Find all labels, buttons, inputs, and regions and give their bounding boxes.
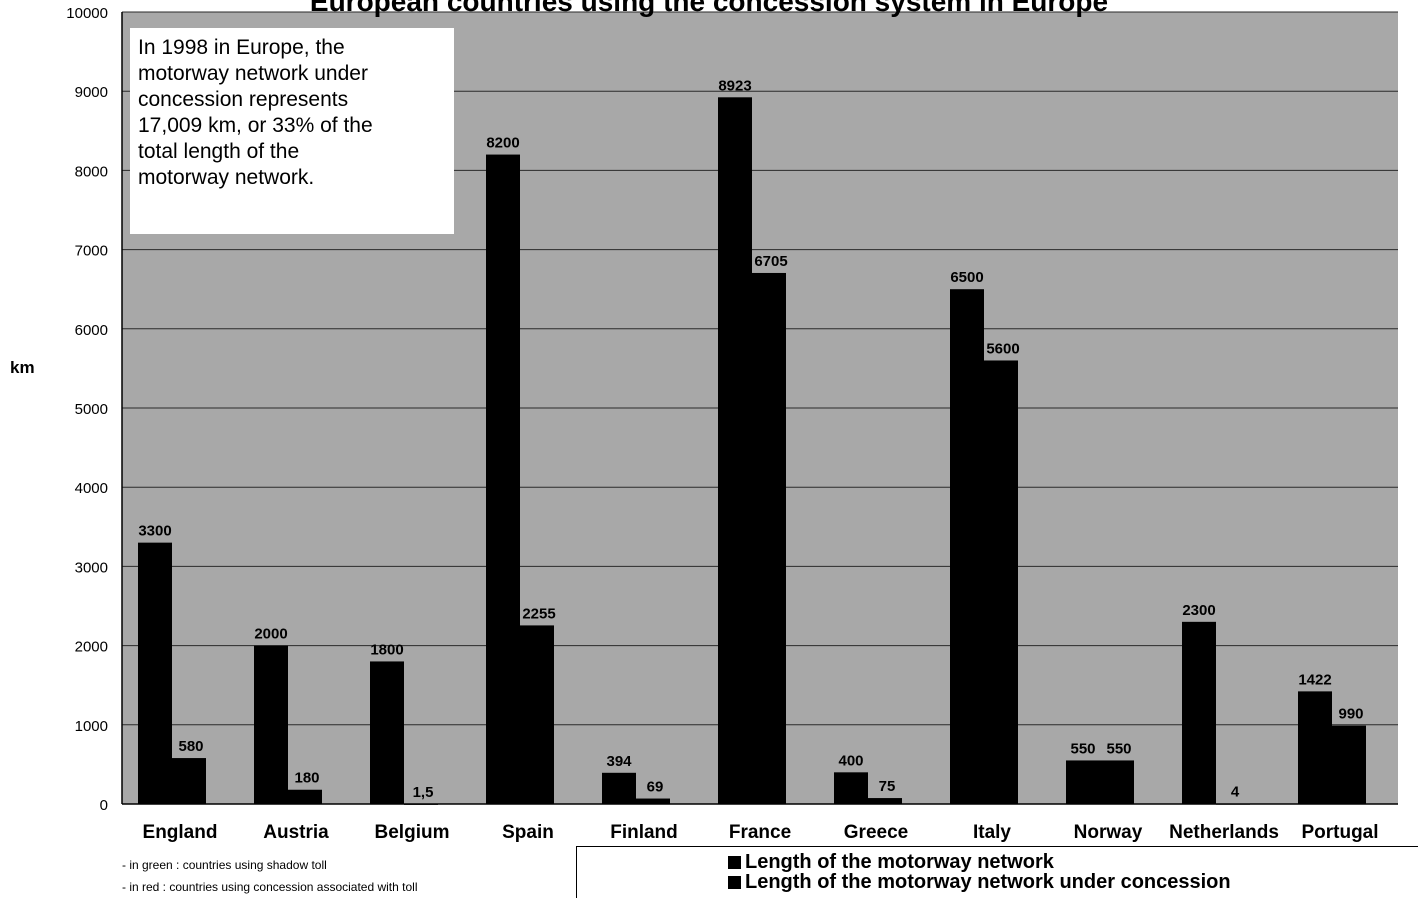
info-box: In 1998 in Europe, the motorway network … (130, 28, 454, 234)
bar-concession (752, 272, 786, 804)
bar-network (370, 661, 404, 804)
info-line: 17,009 km, or 33% of the (138, 114, 373, 137)
data-label-concession: 2255 (522, 605, 555, 622)
bar-concession (636, 798, 670, 804)
bar-concession (1332, 725, 1366, 804)
bar-network (834, 772, 868, 804)
y-tick-label: 9000 (75, 84, 108, 101)
data-label-network: 550 (1070, 740, 1095, 757)
y-tick-label: 8000 (75, 163, 108, 180)
bar-network (1182, 621, 1216, 804)
data-label-concession: 990 (1338, 706, 1363, 723)
bar-network (950, 289, 984, 804)
y-tick-label: 5000 (75, 401, 108, 418)
chart-title: European countries using the concession … (309, 0, 1109, 17)
x-tick-label: Norway (1074, 822, 1143, 843)
info-line: motorway network. (138, 166, 315, 189)
bar-network (602, 772, 636, 804)
bar-concession (1216, 803, 1250, 805)
data-label-concession: 5600 (986, 340, 1019, 357)
data-label-concession: 550 (1106, 740, 1131, 757)
bar-network (138, 542, 172, 804)
data-label-network: 2300 (1182, 602, 1215, 619)
data-label-network: 6500 (950, 269, 983, 286)
data-label-network: 1422 (1298, 671, 1331, 688)
y-tick-label: 3000 (75, 559, 108, 576)
y-tick-label: 1000 (75, 718, 108, 735)
bars (138, 97, 1366, 805)
bar-network (254, 645, 288, 804)
data-labels: 3300 580 2000 180 1800 1,5 8200 2255 394 69 8923 67… (138, 77, 1363, 801)
info-line: motorway network under (138, 62, 368, 85)
legend-item: Length of the motorway network (728, 852, 1231, 872)
data-label-concession: 4 (1231, 784, 1240, 801)
legend-label: Length of the motorway network (745, 851, 1054, 873)
x-tick-label: Spain (502, 822, 554, 843)
data-label-network: 400 (838, 752, 863, 769)
x-tick-label: Austria (263, 822, 329, 843)
footnotes: - in green : countries using shadow toll… (122, 854, 417, 898)
legend-label: Length of the motorway network under con… (745, 871, 1231, 893)
y-tick-label: 2000 (75, 639, 108, 656)
x-tick-label: Italy (973, 822, 1011, 843)
legend: Length of the motorway network Length of… (728, 852, 1231, 892)
data-label-concession: 580 (178, 738, 203, 755)
data-label-concession: 75 (879, 778, 896, 795)
legend-swatch (728, 875, 741, 889)
data-label-network: 2000 (254, 626, 287, 643)
y-tick-label: 0 (100, 797, 108, 814)
y-tick-label: 6000 (75, 322, 108, 339)
x-tick-label: Finland (610, 822, 678, 843)
x-tick-label: England (143, 822, 218, 843)
data-label-concession: 1,5 (413, 784, 434, 801)
bar-network (486, 154, 520, 804)
x-tick-label: France (729, 822, 791, 843)
bar-concession (288, 789, 322, 804)
data-label-network: 8200 (486, 135, 519, 152)
y-axis-label: km (10, 358, 35, 377)
y-tick-label: 10000 (66, 5, 108, 22)
data-label-concession: 180 (294, 770, 319, 787)
data-label-concession: 69 (647, 779, 664, 796)
note-concession-toll: - in red : countries using concession as… (122, 880, 418, 894)
y-tick-label: 4000 (75, 480, 108, 497)
bar-network (1298, 691, 1332, 804)
bar-concession (984, 360, 1018, 804)
bar-concession (520, 625, 554, 804)
info-line: total length of the (138, 140, 300, 163)
data-label-network: 1800 (370, 641, 403, 658)
y-tick-label: 7000 (75, 243, 108, 260)
x-tick-label: Netherlands (1169, 822, 1279, 843)
note-shadow-toll: - in green : countries using shadow toll (122, 858, 327, 872)
x-tick-label: Portugal (1301, 822, 1378, 843)
data-label-network: 394 (606, 753, 632, 770)
info-line: In 1998 in Europe, the (138, 36, 345, 59)
bar-network (718, 97, 752, 804)
info-line: concession represents (138, 88, 349, 111)
bar-concession (868, 798, 902, 804)
x-tick-label: Greece (844, 822, 908, 843)
x-tick-label: Belgium (375, 822, 450, 843)
x-axis-ticks: England Austria Belgium Spain Finland France G… (143, 822, 1379, 843)
legend-swatch (728, 855, 741, 869)
bar-concession (172, 758, 206, 804)
data-label-network: 8923 (718, 77, 751, 94)
data-label-network: 3300 (138, 523, 171, 540)
legend-frame (576, 846, 1418, 898)
data-label-concession: 6705 (754, 253, 787, 270)
bar-concession (1100, 760, 1134, 804)
bar-concession (404, 803, 438, 805)
bar-network (1066, 760, 1100, 804)
legend-item: Length of the motorway network under con… (728, 872, 1231, 892)
